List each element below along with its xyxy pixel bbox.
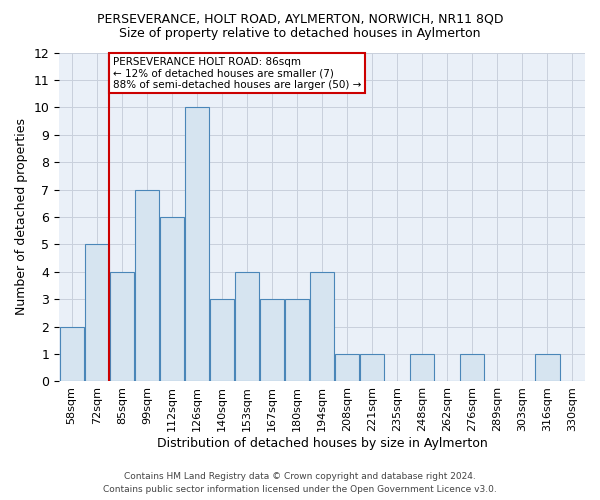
Bar	[460, 354, 484, 382]
Bar	[85, 244, 109, 382]
Bar	[535, 354, 560, 382]
Bar	[360, 354, 385, 382]
Bar	[285, 299, 309, 382]
X-axis label: Distribution of detached houses by size in Aylmerton: Distribution of detached houses by size …	[157, 437, 487, 450]
Bar	[185, 108, 209, 382]
Text: PERSEVERANCE HOLT ROAD: 86sqm
← 12% of detached houses are smaller (7)
88% of se: PERSEVERANCE HOLT ROAD: 86sqm ← 12% of d…	[113, 56, 361, 90]
Bar	[335, 354, 359, 382]
Bar	[310, 272, 334, 382]
Bar	[410, 354, 434, 382]
Bar	[134, 190, 159, 382]
Y-axis label: Number of detached properties: Number of detached properties	[15, 118, 28, 316]
Bar	[59, 326, 84, 382]
Text: Size of property relative to detached houses in Aylmerton: Size of property relative to detached ho…	[119, 28, 481, 40]
Bar	[160, 217, 184, 382]
Bar	[235, 272, 259, 382]
Text: PERSEVERANCE, HOLT ROAD, AYLMERTON, NORWICH, NR11 8QD: PERSEVERANCE, HOLT ROAD, AYLMERTON, NORW…	[97, 12, 503, 26]
Bar	[210, 299, 234, 382]
Text: Contains HM Land Registry data © Crown copyright and database right 2024.
Contai: Contains HM Land Registry data © Crown c…	[103, 472, 497, 494]
Bar	[110, 272, 134, 382]
Bar	[260, 299, 284, 382]
